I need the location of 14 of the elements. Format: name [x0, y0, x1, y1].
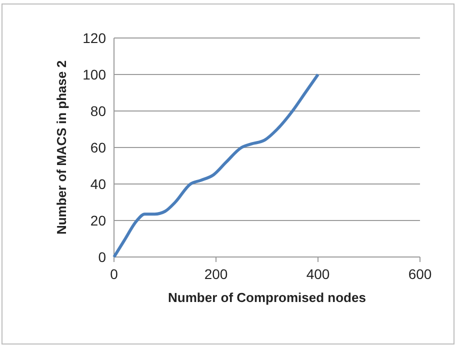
x-tick-label: 400: [306, 266, 330, 282]
y-tick-label: 120: [82, 30, 106, 46]
y-tick-label: 100: [82, 66, 106, 82]
y-tick-label: 0: [98, 249, 106, 265]
x-axis-title: Number of Compromised nodes: [168, 290, 366, 305]
x-tick-label: 0: [110, 266, 118, 282]
x-tick-label: 200: [204, 266, 228, 282]
y-tick-label: 40: [90, 176, 106, 192]
y-tick-label: 20: [90, 212, 106, 228]
line-series: [112, 73, 320, 258]
x-tick-label: 600: [408, 266, 432, 282]
y-axis-title: Number of MACS in phase 2: [54, 60, 69, 235]
y-tick-label: 80: [90, 103, 106, 119]
y-tick-label: 60: [90, 140, 106, 156]
